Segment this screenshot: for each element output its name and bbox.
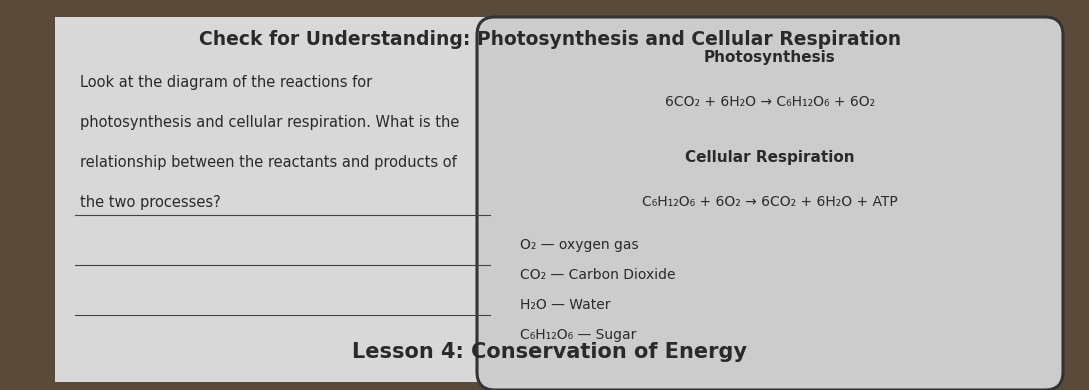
Text: Look at the diagram of the reactions for: Look at the diagram of the reactions for (79, 75, 372, 90)
Text: H₂O — Water: H₂O — Water (521, 298, 611, 312)
Text: relationship between the reactants and products of: relationship between the reactants and p… (79, 155, 456, 170)
Text: O₂ — oxygen gas: O₂ — oxygen gas (521, 238, 638, 252)
Text: photosynthesis and cellular respiration. What is the: photosynthesis and cellular respiration.… (79, 115, 460, 130)
Text: the two processes?: the two processes? (79, 195, 221, 210)
Text: CO₂ — Carbon Dioxide: CO₂ — Carbon Dioxide (521, 268, 675, 282)
Text: C₆H₁₂O₆ — Sugar: C₆H₁₂O₆ — Sugar (521, 328, 636, 342)
Text: Cellular Respiration: Cellular Respiration (685, 150, 855, 165)
Text: 6CO₂ + 6H₂O → C₆H₁₂O₆ + 6O₂: 6CO₂ + 6H₂O → C₆H₁₂O₆ + 6O₂ (665, 95, 876, 109)
FancyBboxPatch shape (477, 17, 1063, 390)
Text: Check for Understanding: Photosynthesis and Cellular Respiration: Check for Understanding: Photosynthesis … (199, 30, 901, 49)
FancyBboxPatch shape (56, 17, 1045, 382)
Text: C₆H₁₂O₆ + 6O₂ → 6CO₂ + 6H₂O + ATP: C₆H₁₂O₆ + 6O₂ → 6CO₂ + 6H₂O + ATP (643, 195, 897, 209)
Text: Lesson 4: Conservation of Energy: Lesson 4: Conservation of Energy (353, 342, 747, 362)
Text: Photosynthesis: Photosynthesis (705, 50, 836, 65)
